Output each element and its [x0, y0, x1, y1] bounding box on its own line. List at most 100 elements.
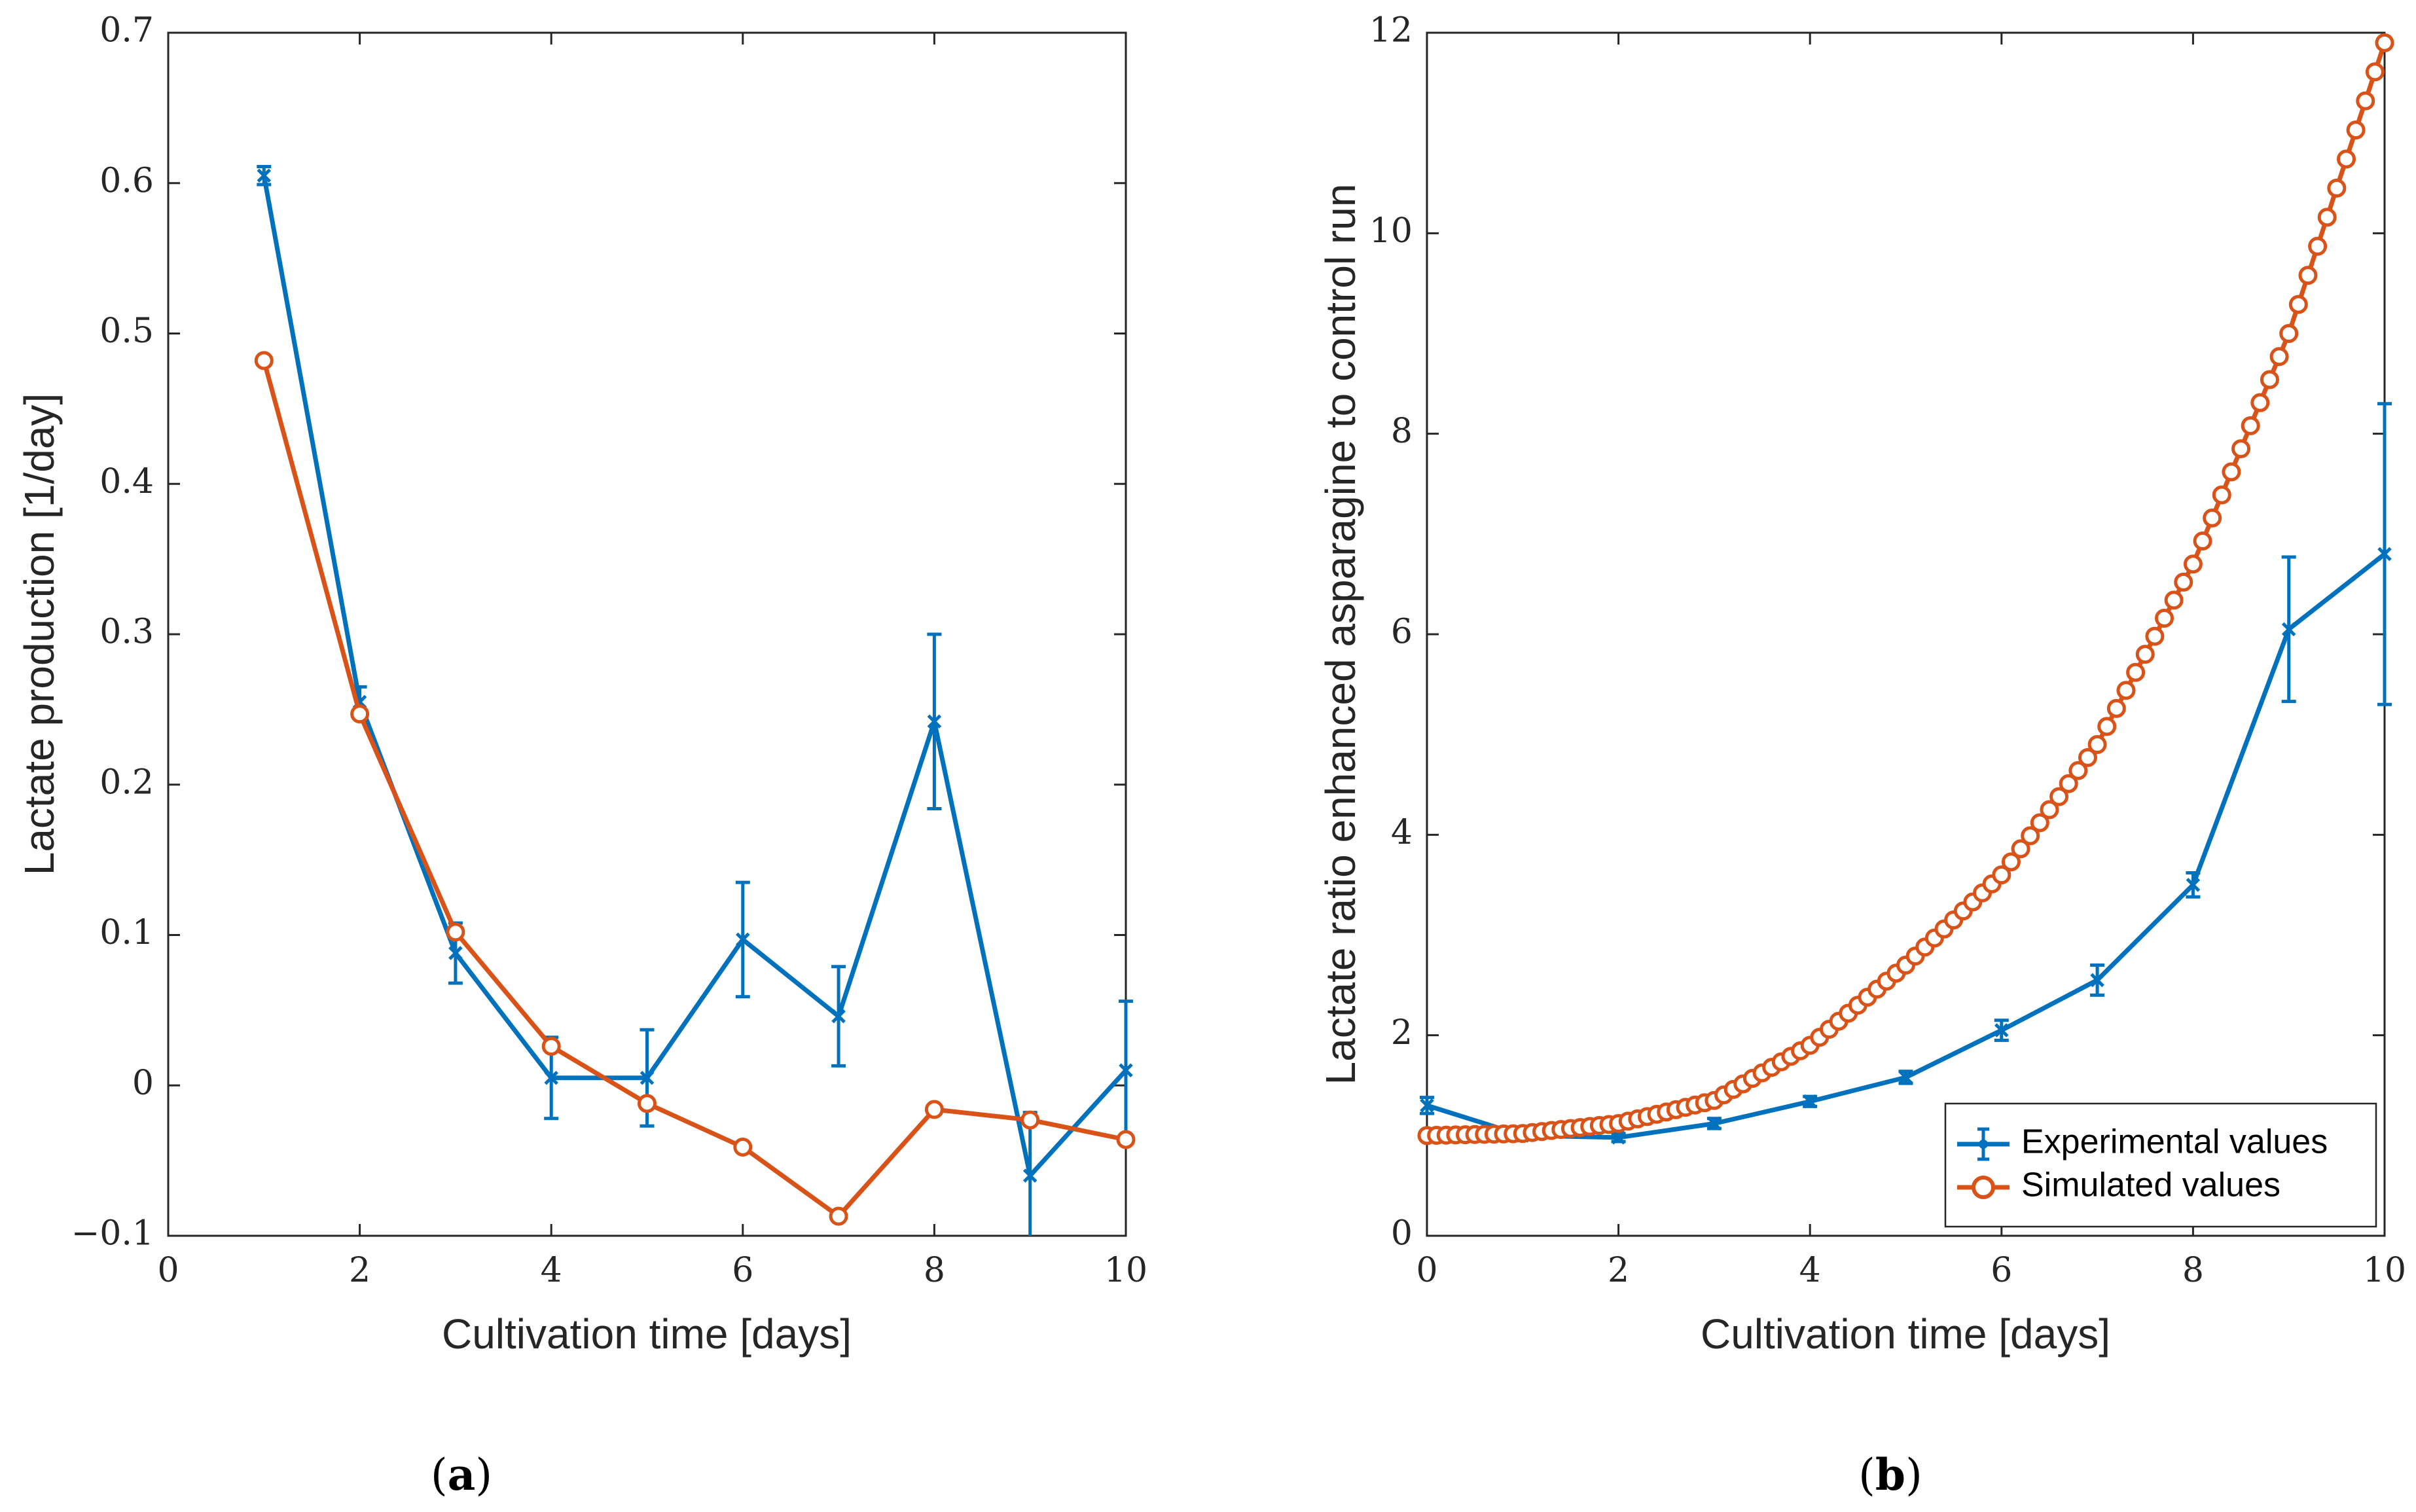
- data-point-simulated: [1116, 1130, 1136, 1149]
- chart-panel-a: −0.100.10.20.30.40.50.60.7 0 2 4 6 8 10 Culti…: [16, 11, 1147, 1501]
- y-tick-label: 0.7: [99, 11, 154, 50]
- data-point-simulated: [2375, 33, 2394, 52]
- data-point-simulated: [2356, 91, 2375, 111]
- data-point-simulated: [2097, 717, 2117, 736]
- data-point-experimental: [1119, 1063, 1133, 1078]
- x-tick-label: 10: [1104, 1251, 1147, 1290]
- data-point-simulated: [2308, 236, 2328, 256]
- data-point-simulated: [2155, 608, 2174, 628]
- data-point-simulated: [1992, 865, 2011, 885]
- y-axis-label-b: Lactate ratio enhanced asparagine to con…: [1317, 184, 1364, 1085]
- data-point-simulated: [541, 1037, 561, 1056]
- y-tick-label: 12: [1369, 11, 1413, 50]
- y-tick-label: 2: [1391, 1013, 1413, 1053]
- x-axis-label-b: Cultivation time [days]: [1701, 1310, 2110, 1358]
- data-point-experimental: [257, 168, 272, 183]
- panel-label-b: (b): [1858, 1449, 1922, 1500]
- x-ticks-a: 0 2 4 6 8 10: [157, 33, 1147, 1290]
- panel-label-a: (a): [431, 1449, 492, 1500]
- data-point-simulated: [2336, 149, 2356, 169]
- series-simulated: [1417, 33, 2394, 1145]
- data-point-simulated: [2145, 626, 2165, 646]
- data-point-simulated: [2241, 416, 2260, 435]
- data-point-experimental: [2377, 547, 2392, 562]
- data-point-simulated: [2250, 393, 2270, 412]
- data-point-simulated: [2212, 485, 2231, 505]
- legend-entry-simulated: Simulated values: [2021, 1166, 2281, 1204]
- x-tick-label: 8: [924, 1251, 945, 1290]
- x-tick-label: 2: [349, 1251, 370, 1290]
- y-tick-label: 0.2: [99, 763, 154, 802]
- data-point-simulated: [2183, 554, 2203, 574]
- data-point-experimental: [640, 1070, 655, 1085]
- legend-box: [1944, 1102, 2377, 1228]
- data-point-simulated: [254, 351, 274, 370]
- data-point-experimental: [1022, 1168, 1037, 1183]
- legend-swatches: [1957, 1127, 2010, 1199]
- data-point-experimental: [1803, 1094, 1817, 1109]
- data-point-simulated: [2279, 324, 2299, 343]
- series-group-b: [1417, 33, 2394, 1145]
- y-tick-label: 6: [1391, 613, 1413, 652]
- y-tick-label: 0.5: [99, 312, 154, 351]
- y-ticks-b: 0 2 4 6 8 10 12: [1369, 11, 2385, 1253]
- data-point-experimental: [544, 1070, 558, 1085]
- data-point-simulated: [2021, 826, 2040, 846]
- data-point-experimental: [1898, 1070, 1913, 1085]
- y-ticks-a: −0.1 0 0.1 0.2 0.3 0.4 0.5 0.6 0.7: [71, 11, 1126, 1253]
- data-point-simulated: [2116, 681, 2136, 700]
- series-simulated: [254, 351, 1136, 1226]
- data-point-simulated: [350, 704, 370, 724]
- legend-marker-experimental: [1979, 1140, 1988, 1149]
- y-tick-label: 10: [1369, 211, 1413, 251]
- data-point-simulated: [2260, 370, 2279, 389]
- y-tick-label: 0: [1391, 1214, 1413, 1253]
- plot-frame-b: [1426, 31, 2386, 1237]
- data-point-experimental: [1707, 1116, 1722, 1131]
- x-ticks-b: 0 2 4 6 8 10: [1416, 33, 2406, 1290]
- x-tick-label: 10: [2363, 1251, 2406, 1290]
- data-point-simulated: [2011, 839, 2030, 859]
- legend-entry-experimental: Experimental values: [2021, 1123, 2328, 1161]
- data-point-simulated: [2087, 734, 2107, 754]
- data-point-simulated: [2126, 662, 2146, 682]
- x-tick-label: 6: [732, 1251, 753, 1290]
- legend-marker-simulated: [1972, 1176, 1995, 1199]
- data-point-simulated: [2068, 761, 2088, 780]
- legend: Experimental values Simulated values: [1944, 1102, 2377, 1228]
- x-tick-label: 4: [541, 1251, 562, 1290]
- data-point-simulated: [2049, 787, 2069, 806]
- data-point-simulated: [1020, 1110, 1040, 1130]
- data-point-simulated: [733, 1137, 753, 1157]
- data-point-simulated: [446, 922, 465, 942]
- y-tick-label: 0.1: [99, 913, 154, 952]
- data-point-simulated: [2317, 207, 2337, 227]
- series-experimental: [257, 164, 1133, 1236]
- series-line-experimental: [261, 175, 1128, 1178]
- y-tick-label: 0.3: [99, 613, 154, 652]
- data-point-experimental: [2090, 973, 2104, 988]
- data-point-simulated: [829, 1206, 848, 1226]
- data-point-experimental: [927, 714, 942, 729]
- data-point-simulated: [2327, 178, 2347, 198]
- series-line-experimental: [1426, 552, 2387, 1140]
- series-group-a: [254, 164, 1136, 1236]
- data-point-simulated: [2164, 590, 2184, 610]
- data-point-simulated: [2040, 800, 2059, 819]
- data-point-simulated: [2222, 462, 2241, 482]
- data-point-simulated: [2174, 572, 2193, 592]
- data-point-simulated: [2001, 852, 2021, 872]
- data-point-simulated: [2365, 62, 2385, 82]
- y-tick-label: 4: [1391, 813, 1413, 852]
- data-point-simulated: [2135, 645, 2155, 664]
- y-tick-label: −0.1: [71, 1214, 154, 1253]
- data-point-simulated: [2346, 120, 2366, 140]
- x-tick-label: 6: [1991, 1251, 2012, 1290]
- data-point-simulated: [638, 1094, 657, 1113]
- series-experimental: [1420, 402, 2392, 1145]
- data-point-simulated: [2203, 508, 2222, 528]
- data-point-simulated: [2288, 295, 2308, 314]
- y-axis-label-a: Lactate production [1/day]: [16, 393, 63, 876]
- data-point-simulated: [2106, 698, 2126, 718]
